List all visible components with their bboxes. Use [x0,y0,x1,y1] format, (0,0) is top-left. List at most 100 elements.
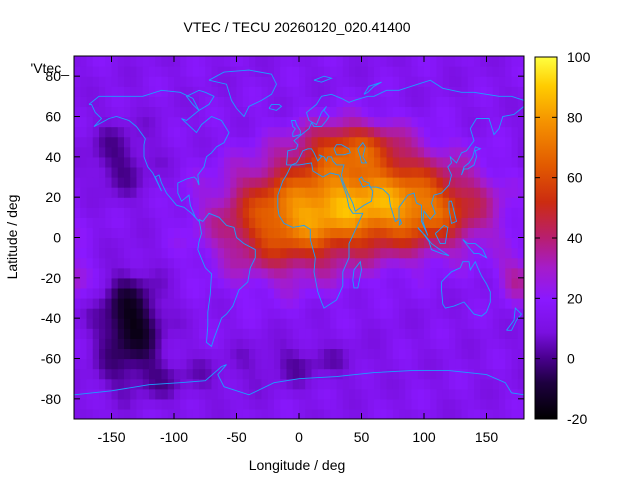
heatmap-cell [274,146,281,158]
heatmap-cell [124,207,131,218]
heatmap-cell [155,116,163,128]
heatmap-cell [180,146,188,158]
heatmap-cell [442,298,450,309]
heatmap-cell [274,96,281,108]
heatmap-cell [124,287,131,299]
heatmap-cell [436,177,444,188]
heatmap-cell [286,76,294,87]
heatmap-cell [205,126,213,138]
heatmap-cell [305,76,313,87]
heatmap-cell [317,308,325,319]
heatmap-cell [192,308,200,319]
heatmap-cell [342,247,350,259]
heatmap-cell [361,257,369,269]
heatmap-cell [405,388,413,400]
heatmap-cell [149,86,156,97]
heatmap-cell [399,358,406,370]
heatmap-cell [417,96,425,108]
heatmap-cell [386,277,394,289]
heatmap-cell [324,76,331,87]
heatmap-cell [136,287,144,299]
heatmap-cell [342,408,350,419]
heatmap-cell [267,247,275,259]
heatmap-cell [511,368,519,380]
heatmap-cell [236,398,244,410]
heatmap-cell [192,197,200,208]
heatmap-cell [130,408,138,419]
heatmap-cell [255,227,263,239]
heatmap-cell [311,116,319,128]
heatmap-cell [249,388,256,400]
heatmap-cell [511,287,519,299]
heatmap-cell [311,197,319,208]
heatmap-cell [292,187,300,198]
heatmap-cell [117,136,125,148]
heatmap-cell [217,177,225,188]
heatmap-cell [217,308,225,319]
heatmap-cell [499,308,506,319]
heatmap-cell [136,166,144,178]
heatmap-cell [461,358,469,370]
heatmap-cell [324,136,331,148]
heatmap-cell [167,398,175,410]
heatmap-cell [436,257,444,269]
heatmap-cell [192,247,200,259]
heatmap-cell [280,136,288,148]
heatmap-cell [349,257,356,269]
heatmap-cell [436,187,444,198]
heatmap-cell [367,257,375,269]
heatmap-cell [242,76,250,87]
heatmap-cell [442,318,450,329]
heatmap-cell [330,368,338,380]
heatmap-cell [267,277,275,289]
heatmap-cell [349,56,356,67]
heatmap-cell [342,298,350,309]
heatmap-cell [517,207,524,218]
heatmap-cell [105,126,113,138]
heatmap-cell [74,308,81,319]
heatmap-cell [424,388,431,400]
heatmap-cell [461,126,469,138]
heatmap-cell [499,166,506,178]
heatmap-cell [492,257,500,269]
heatmap-cell [136,66,144,77]
heatmap-cell [317,217,325,229]
heatmap-cell [449,358,456,370]
heatmap-cell [192,76,200,87]
heatmap-cell [130,166,138,178]
heatmap-cell [105,187,113,198]
heatmap-cell [230,217,238,229]
heatmap-cell [461,257,469,269]
heatmap-cell [136,116,144,128]
heatmap-cell [442,247,450,259]
heatmap-cell [374,207,381,218]
heatmap-cell [111,146,119,158]
heatmap-cell [280,106,288,118]
heatmap-cell [461,348,469,360]
heatmap-cell [205,287,213,299]
heatmap-cell [130,237,138,249]
heatmap-cell [342,237,350,249]
heatmap-cell [455,166,463,178]
heatmap-cell [105,247,113,259]
heatmap-cell [474,227,481,239]
heatmap-cell [99,197,106,208]
heatmap-cell [442,348,450,360]
heatmap-cell [205,398,213,410]
heatmap-cell [367,156,375,168]
heatmap-cell [436,76,444,87]
heatmap-cell [367,207,375,218]
heatmap-cell [330,177,338,188]
heatmap-cell [380,338,388,350]
heatmap-cell [449,96,456,108]
heatmap-cell [436,338,444,350]
heatmap-cell [167,197,175,208]
heatmap-cell [405,156,413,168]
heatmap-cell [167,378,175,390]
heatmap-cell [180,197,188,208]
heatmap-cell [286,368,294,380]
heatmap-cell [74,207,81,218]
heatmap-cell [249,358,256,370]
heatmap-cell [80,358,88,370]
heatmap-cell [442,86,450,97]
